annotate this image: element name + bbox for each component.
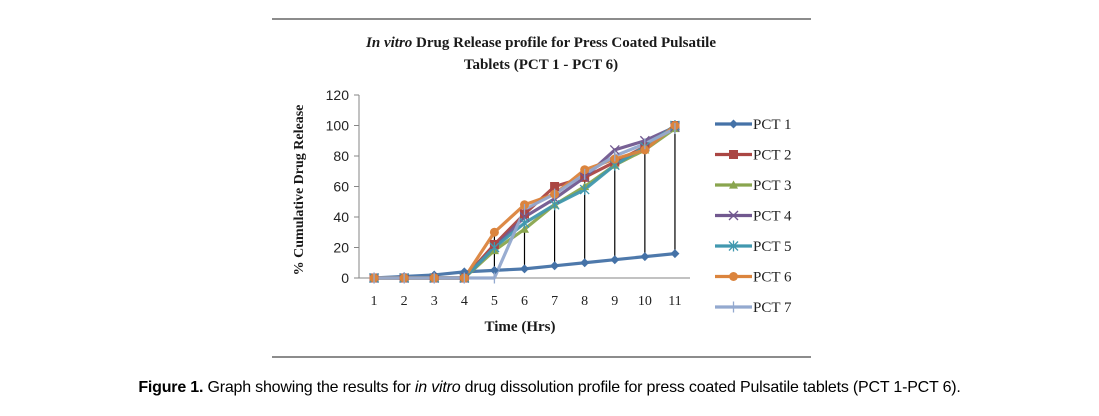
- marker-square: [729, 150, 738, 159]
- caption-text-after: drug dissolution profile for press coate…: [460, 379, 961, 396]
- marker-x: [728, 210, 739, 221]
- legend-label: PCT 2: [753, 148, 792, 164]
- legend-item: PCT 4: [715, 209, 792, 225]
- legend-item: PCT 6: [715, 270, 792, 286]
- data-point: [609, 144, 620, 155]
- y-tick-label: 40: [333, 209, 349, 225]
- data-point: [520, 224, 529, 233]
- x-tick-label: 2: [401, 294, 408, 309]
- legend-label: PCT 5: [753, 239, 792, 255]
- x-tick-label: 6: [521, 294, 528, 309]
- top-rule: [272, 18, 811, 20]
- chart-title-line2: Tablets (PCT 1 - PCT 6): [464, 57, 618, 73]
- data-point: [549, 199, 560, 211]
- x-tick-label: 8: [581, 294, 588, 309]
- x-tick-label: 9: [611, 294, 618, 309]
- legend-label: PCT 1: [753, 117, 792, 133]
- data-point: [550, 261, 560, 271]
- y-axis-label: % Cumulative Drug Release: [292, 105, 307, 276]
- marker-circle: [729, 272, 738, 281]
- data-point: [519, 217, 530, 229]
- legend-label: PCT 6: [753, 270, 792, 286]
- figure-caption: Figure 1. Graph showing the results for …: [0, 379, 1099, 397]
- data-point: [520, 264, 529, 274]
- legend-label: PCT 4: [753, 209, 792, 225]
- data-point: [640, 252, 650, 262]
- marker-diamond: [729, 119, 738, 129]
- caption-text-before: Graph showing the results for: [203, 379, 415, 396]
- x-tick-label: 4: [461, 294, 468, 309]
- legend-item: PCT 3: [715, 178, 792, 194]
- data-point: [670, 249, 680, 259]
- chart-title-line1: In vitro Drug Release profile for Press …: [365, 35, 716, 51]
- x-tick-label: 1: [371, 294, 378, 309]
- legend-item: PCT 2: [715, 148, 792, 164]
- y-tick-label: 0: [341, 270, 349, 286]
- data-point: [580, 258, 590, 268]
- caption-label: Figure 1.: [138, 379, 204, 396]
- data-point: [610, 255, 620, 265]
- x-tick-label: 11: [668, 294, 681, 309]
- legend-item: PCT 5: [715, 239, 792, 255]
- x-tick-label: 10: [638, 294, 652, 309]
- data-point: [579, 184, 590, 196]
- legend-item: PCT 7: [715, 300, 792, 316]
- y-tick-label: 20: [333, 240, 349, 256]
- marker-star: [728, 240, 739, 252]
- y-tick-label: 120: [326, 87, 350, 103]
- bottom-rule: [272, 356, 811, 358]
- caption-italic: in vitro: [414, 379, 461, 396]
- marker-triangle: [729, 180, 738, 189]
- x-tick-label: 7: [551, 294, 558, 309]
- y-tick-label: 60: [333, 179, 349, 195]
- data-point: [489, 265, 499, 275]
- legend-label: PCT 3: [753, 178, 792, 194]
- y-tick-label: 100: [326, 118, 350, 134]
- x-axis-label: Time (Hrs): [485, 319, 556, 335]
- x-tick-label: 3: [431, 294, 438, 309]
- legend-item: PCT 1: [715, 117, 792, 133]
- data-point: [489, 242, 500, 253]
- data-point: [640, 145, 650, 155]
- data-point: [489, 227, 499, 237]
- data-point: [550, 182, 560, 191]
- legend-label: PCT 7: [753, 300, 792, 316]
- y-tick-label: 80: [333, 148, 349, 164]
- x-tick-label: 5: [491, 294, 498, 309]
